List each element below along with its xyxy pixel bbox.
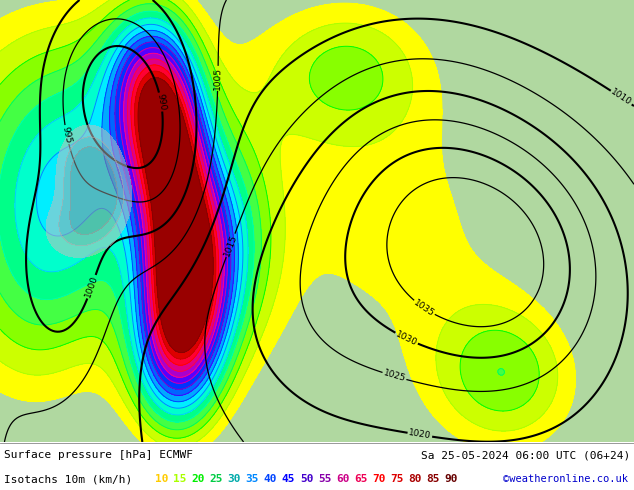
Text: 990: 990 — [155, 93, 167, 111]
Text: 1020: 1020 — [408, 429, 432, 441]
Text: 40: 40 — [264, 474, 277, 485]
Text: 60: 60 — [336, 474, 349, 485]
Text: 80: 80 — [408, 474, 422, 485]
Text: 45: 45 — [281, 474, 295, 485]
Text: Isotachs 10m (km/h): Isotachs 10m (km/h) — [4, 474, 133, 485]
Text: 30: 30 — [228, 474, 241, 485]
Text: 1025: 1025 — [382, 368, 406, 384]
Text: 20: 20 — [191, 474, 205, 485]
Text: 1000: 1000 — [84, 274, 100, 299]
Text: 50: 50 — [300, 474, 313, 485]
Text: 995: 995 — [61, 125, 73, 144]
Text: 1005: 1005 — [213, 67, 223, 90]
Text: 90: 90 — [444, 474, 458, 485]
Text: 35: 35 — [245, 474, 259, 485]
Text: 65: 65 — [354, 474, 368, 485]
Text: 70: 70 — [372, 474, 385, 485]
Text: Sa 25-05-2024 06:00 UTC (06+24): Sa 25-05-2024 06:00 UTC (06+24) — [421, 450, 630, 461]
Text: 15: 15 — [173, 474, 186, 485]
Text: 1015: 1015 — [223, 233, 239, 258]
Text: 1035: 1035 — [412, 298, 436, 318]
Text: 55: 55 — [318, 474, 332, 485]
Text: ©weatheronline.co.uk: ©weatheronline.co.uk — [503, 474, 628, 485]
Text: 25: 25 — [209, 474, 223, 485]
Text: 1030: 1030 — [394, 329, 419, 347]
Text: 85: 85 — [427, 474, 440, 485]
Text: Surface pressure [hPa] ECMWF: Surface pressure [hPa] ECMWF — [4, 450, 193, 461]
Text: 10: 10 — [155, 474, 169, 485]
Text: 75: 75 — [391, 474, 404, 485]
Text: 1010: 1010 — [609, 88, 633, 108]
